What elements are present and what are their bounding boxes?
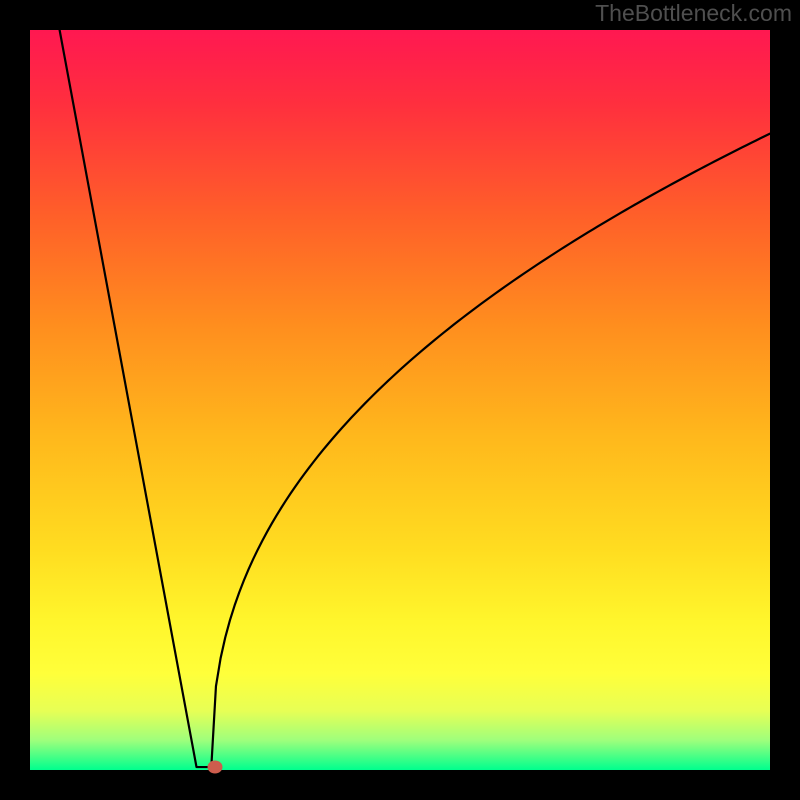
attribution-label: TheBottleneck.com: [595, 0, 792, 27]
optimal-point-marker: [208, 761, 222, 773]
chart-container: TheBottleneck.com: [0, 0, 800, 800]
bottleneck-chart: [0, 0, 800, 800]
plot-background: [30, 30, 770, 770]
